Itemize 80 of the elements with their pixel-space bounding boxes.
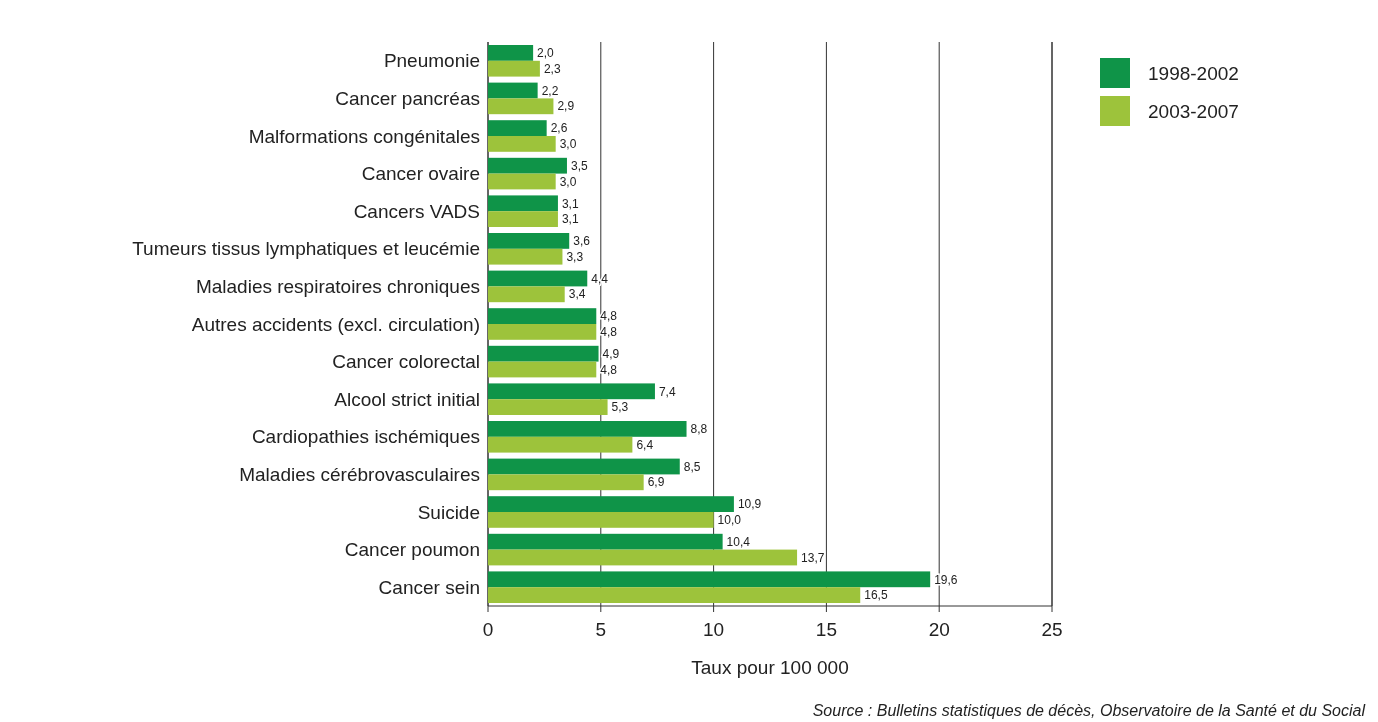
data-label: 10,4 — [726, 534, 751, 549]
y-tick-label: Cancer sein — [378, 576, 480, 598]
bar — [488, 324, 597, 340]
bar — [488, 98, 554, 115]
bar — [488, 157, 567, 174]
data-label: 2,3 — [543, 61, 561, 76]
data-label: 2,0 — [537, 46, 555, 61]
bar — [488, 173, 556, 190]
bar — [488, 120, 547, 136]
bar — [488, 474, 644, 491]
source-note: Source : Bulletins statistiques de décès, Observatoire de la Santé et du Social — [812, 702, 1366, 719]
data-label: 10,9 — [737, 497, 762, 512]
y-tick-label: Cancer ovaire — [361, 163, 480, 185]
bar — [488, 458, 680, 475]
bar — [488, 512, 714, 528]
bar — [488, 82, 538, 99]
bar — [488, 421, 687, 437]
legend-label: 1998-2002 — [1148, 62, 1239, 84]
data-label: 3,3 — [566, 249, 584, 264]
bar — [488, 45, 534, 61]
bar — [488, 383, 655, 400]
data-label: 2,2 — [541, 83, 559, 98]
bar — [488, 233, 570, 249]
bar — [488, 399, 608, 415]
data-label: 13,7 — [801, 550, 825, 565]
x-tick-label: 10 — [703, 619, 725, 640]
x-tick-label: 5 — [595, 619, 607, 640]
data-label: 16,5 — [864, 588, 888, 603]
data-label: 3,1 — [561, 196, 579, 211]
y-tick-label: Suicide — [417, 501, 480, 523]
y-tick-label: Cancer pancréas — [335, 88, 480, 110]
bar — [488, 195, 558, 212]
data-label: 10,0 — [717, 513, 742, 528]
y-tick-label: Tumeurs tissus lymphatiques et leucémie — [132, 238, 480, 260]
data-label: 2,9 — [557, 99, 575, 114]
bar — [488, 136, 556, 152]
x-tick-label: 15 — [815, 619, 837, 640]
y-tick-label: Cardiopathies ischémiques — [251, 426, 480, 448]
bar — [488, 211, 558, 227]
data-label: 3,1 — [561, 212, 579, 227]
bar — [488, 496, 734, 512]
bar — [488, 436, 633, 453]
x-tick-label: 0 — [482, 619, 494, 640]
y-tick-label: Maladies cérébrovasculaires — [239, 464, 480, 486]
bar — [488, 60, 540, 77]
bar — [488, 549, 798, 566]
y-tick-label: Pneumonie — [383, 50, 480, 72]
y-tick-label: Cancers VADS — [353, 200, 480, 222]
y-tick-label: Maladies respiratoires chroniques — [195, 276, 480, 298]
data-label: 5,3 — [611, 400, 629, 415]
bar — [488, 587, 861, 603]
bar — [488, 308, 597, 324]
data-label: 6,4 — [636, 437, 654, 452]
x-tick-label: 25 — [1041, 619, 1063, 640]
data-label: 6,9 — [647, 475, 665, 490]
y-tick-label: Malformations congénitales — [248, 125, 480, 147]
bar — [488, 248, 563, 265]
data-label: 3,0 — [559, 174, 577, 189]
y-tick-label: Cancer poumon — [344, 539, 480, 561]
x-tick-label: 20 — [928, 619, 950, 640]
data-label: 2,6 — [550, 121, 568, 136]
data-label: 8,5 — [683, 459, 701, 474]
legend-label: 2003-2007 — [1148, 100, 1239, 122]
data-label: 7,4 — [658, 384, 676, 399]
y-tick-label: Cancer colorectal — [332, 351, 480, 373]
bar — [488, 270, 588, 287]
bar — [488, 533, 723, 550]
data-label: 3,0 — [559, 137, 577, 152]
y-tick-label: Alcool strict initial — [334, 388, 480, 410]
x-axis-title: Taux pour 100 000 — [691, 657, 849, 678]
data-label: 4,9 — [602, 346, 620, 361]
data-label: 8,8 — [690, 422, 708, 437]
y-tick-label: Autres accidents (excl. circulation) — [191, 313, 480, 335]
bar — [488, 571, 931, 588]
bar — [488, 286, 565, 303]
data-label: 3,5 — [570, 158, 588, 173]
bar — [488, 361, 597, 378]
data-label: 3,4 — [568, 287, 586, 302]
data-label: 3,6 — [573, 234, 591, 249]
bar — [488, 345, 599, 362]
